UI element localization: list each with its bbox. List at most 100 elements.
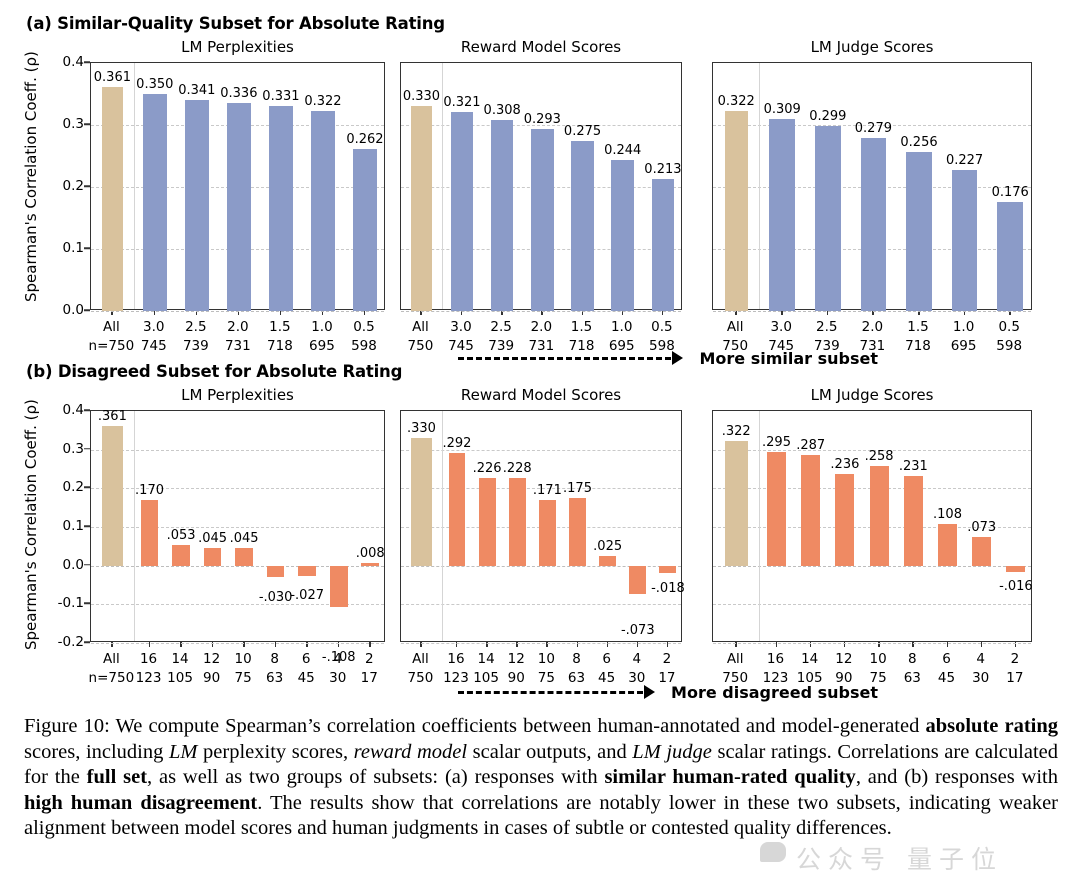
x-axis-tick-mark [826,310,829,315]
x-axis-tick-a-lm-perplexities-2.5: 2.5 739 [183,318,209,356]
data-bar-value: .226 [472,461,502,477]
x-axis-tick-b-reward-model-scores-10: 10 75 [538,650,555,688]
data-bar [235,548,253,566]
grid-line [713,604,1031,606]
data-bar [298,565,316,577]
data-bar [860,138,887,311]
x-tick-primary: 2.0 [861,319,884,335]
data-bar [937,523,958,566]
grid-line [401,643,681,644]
x-axis-tick-mark [111,310,113,315]
x-tick-count: 17 [658,670,676,686]
data-bar-value: 0.341 [178,82,216,98]
x-tick-primary: 8 [572,651,581,667]
caption-fragment: similar human-rated quality [604,766,856,789]
data-bar-value: 0.321 [443,94,481,110]
dashed-arrow-line [458,690,644,694]
x-tick-count: 731 [224,338,251,354]
x-tick-primary: All [102,319,120,335]
x-axis-tick-a-lm-judge-scores-2.5: 2.5 739 [814,318,840,356]
x-tick-count: 123 [135,670,162,686]
x-tick-count: 45 [598,670,616,686]
reference-bar-value: 0.361 [93,70,131,86]
x-tick-primary: 0.5 [353,319,375,335]
x-tick-count: 45 [937,670,956,686]
x-tick-primary: 12 [507,651,525,667]
x-tick-primary: 6 [602,651,611,667]
x-axis-tick-a-reward-model-scores-2.5: 2.5 739 [488,318,514,356]
x-tick-count: 105 [167,670,193,686]
y-axis-tick-label: 0.0 [62,556,84,573]
data-bar [478,478,496,566]
reference-bar [101,426,124,566]
data-bar-value: -.073 [620,623,655,639]
x-tick-primary: 16 [139,651,158,667]
data-bar-value: 0.275 [563,123,602,139]
x-tick-primary: 2.5 [185,319,207,335]
x-axis-tick-mark [621,310,624,315]
x-tick-count: 123 [443,670,469,686]
x-axis-tick-mark [460,310,463,315]
x-tick-count: 718 [267,338,293,354]
x-axis-tick-b-lm-judge-scores-16: 16 123 [763,650,789,688]
x-tick-count: 17 [360,670,378,686]
x-tick-primary: 4 [333,651,342,667]
x-axis-tick-b-reward-model-scores-8: 8 63 [568,650,585,688]
x-axis-tick-a-lm-judge-scores-1.5: 1.5 718 [905,318,931,356]
x-tick-primary: All [726,319,744,335]
data-bar [869,465,889,566]
data-bar-value: .171 [532,482,562,498]
reference-bar [411,438,432,566]
x-axis-tick-b-lm-judge-scores-12: 12 90 [835,650,852,688]
x-tick-primary: 1.0 [311,319,333,335]
x-axis-tick-a-lm-perplexities-1.5: 1.5 718 [267,318,293,356]
x-tick-primary: 6 [942,651,951,667]
x-tick-primary: 1.5 [570,319,593,335]
reference-bar [101,87,124,311]
y-axis-tick-label: 0.3 [62,440,84,457]
x-axis-tick-mark [420,310,422,315]
reference-separator [759,63,761,309]
x-axis-tick-b-lm-perplexities-14: 14 105 [167,650,193,688]
x-tick-primary: All [412,651,429,667]
x-tick-count: 750 [407,670,434,686]
x-axis-tick-mark [735,642,737,647]
data-bar [972,537,992,566]
data-bar-value: -.016 [999,579,1033,595]
x-tick-primary: 0.5 [998,319,1020,335]
x-axis-tick-mark [946,642,948,647]
data-bar [269,105,293,311]
caption-fragment: LM [168,740,198,763]
x-tick-count: 63 [567,670,586,686]
reference-bar [411,106,432,311]
data-bar-value: .295 [762,434,791,450]
x-axis-tick-b-lm-perplexities-10: 10 75 [235,650,252,688]
x-axis-tick-mark [912,642,914,647]
x-axis-tick-b-lm-judge-scores-2: 2 17 [1006,650,1023,688]
x-tick-count: 75 [869,670,887,686]
x-tick-primary: 1.5 [269,319,291,335]
x-axis-tick-a-lm-judge-scores-3.0: 3.0 745 [768,318,794,356]
x-axis-tick-mark [918,310,920,315]
y-axis-tick-mark [84,563,90,566]
grid-line [91,565,384,567]
data-bar [329,565,348,608]
chart-title-a-reward-model-scores: Reward Model Scores [460,38,622,56]
grid-line [401,565,681,567]
y-axis-tick-mark [84,61,90,63]
x-tick-primary: 2 [662,651,672,667]
y-axis-tick-label: 0.1 [62,518,84,534]
y-axis-tick-label: -0.2 [57,634,84,650]
x-axis-tick-a-lm-judge-scores-0.5: 0.5 598 [996,318,1022,356]
caption-fragment: reward model [353,740,468,763]
data-bar-value: .292 [442,435,472,451]
section-b-title: (b) Disagreed Subset for Absolute Rating [26,362,403,381]
x-tick-primary: 2 [1010,651,1020,667]
x-tick-count: 63 [266,670,284,686]
x-tick-count: 718 [905,338,931,354]
x-axis-tick-a-lm-judge-scores-2.0: 2.0 731 [860,318,886,356]
x-axis-tick-b-lm-judge-scores-4: 4 30 [972,650,989,688]
x-tick-count: 695 [608,338,635,354]
data-bar [490,120,514,311]
data-bar [531,129,554,311]
